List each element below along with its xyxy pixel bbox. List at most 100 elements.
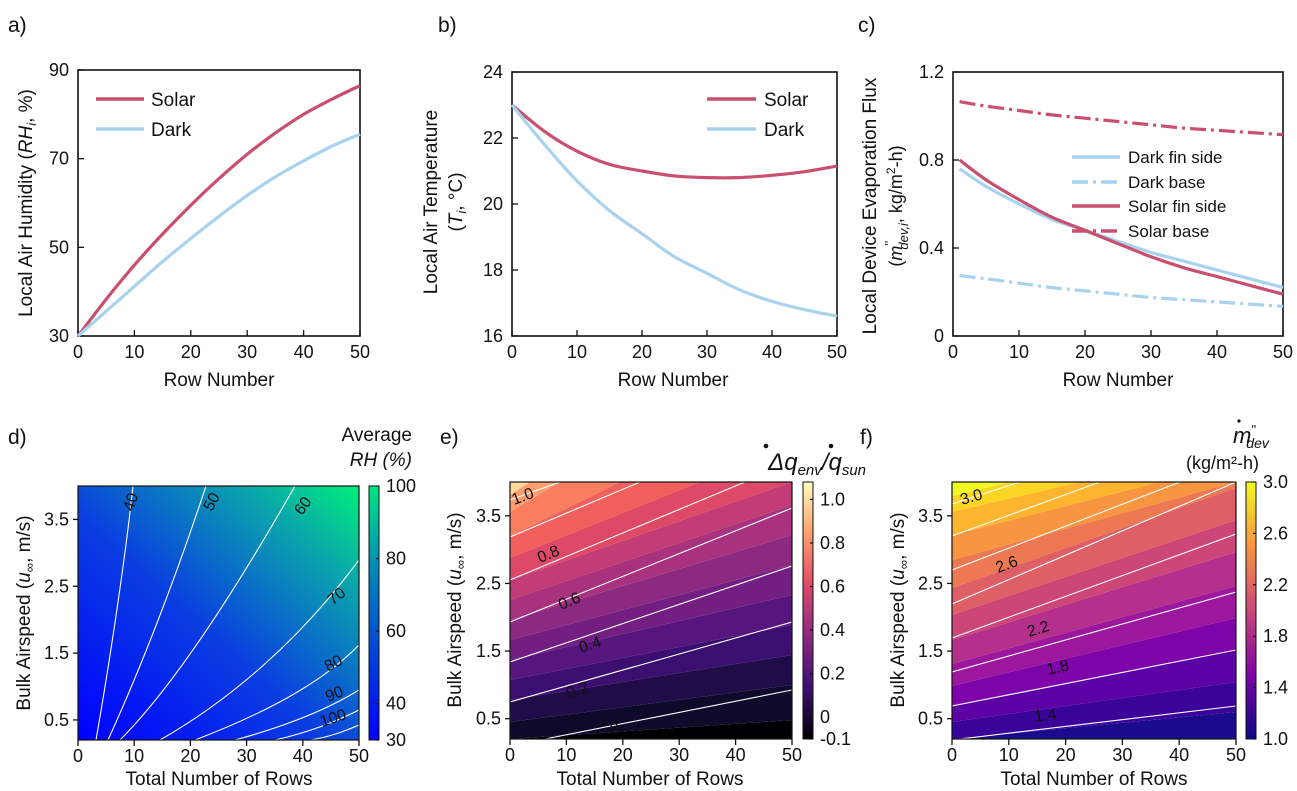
y-tick-label: 90 bbox=[49, 60, 69, 80]
legend-a: Solar Dark bbox=[96, 90, 196, 141]
colorbar-tick-label: 2.6 bbox=[1263, 523, 1288, 543]
x-tick-label: 50 bbox=[1273, 342, 1293, 362]
y-tick-label: 50 bbox=[49, 237, 69, 257]
x-tick-label: 30 bbox=[237, 342, 257, 362]
x-tick-label: 10 bbox=[556, 745, 576, 765]
y-tick-label: 0.5 bbox=[476, 709, 501, 729]
colorbar-tick-label: 100 bbox=[386, 476, 416, 496]
colorbar-tick-label: 2.2 bbox=[1263, 575, 1288, 595]
y-axis-label-a: Local Air Humidity (RHi, %) bbox=[16, 89, 39, 317]
x-tick-label: 40 bbox=[726, 745, 746, 765]
panel-a: a) 0 10 20 30 40 50 30 50 70 90 Row Number Local … bbox=[8, 14, 370, 391]
y-tick-label: 0.8 bbox=[919, 150, 944, 170]
colorbar-tick-label: 0.4 bbox=[820, 620, 845, 640]
x-tick-label: 30 bbox=[697, 342, 717, 362]
legend-b: Solar Dark bbox=[707, 90, 809, 141]
y-tick-label: 0.5 bbox=[918, 709, 943, 729]
colorbar-ticks-e: 1.00.80.60.40.20-0.1 bbox=[810, 489, 851, 749]
overdot-e bbox=[764, 444, 767, 447]
panel-label-a: a) bbox=[8, 14, 27, 37]
x-tick-label: 10 bbox=[1009, 342, 1029, 362]
panel-label-c: c) bbox=[858, 14, 876, 37]
x-tick-label: 50 bbox=[1226, 745, 1246, 765]
x-tick-label: 30 bbox=[669, 745, 689, 765]
x-tick-label: 0 bbox=[73, 342, 83, 362]
panel-label-d: d) bbox=[8, 426, 27, 449]
x-axis-label-c: Row Number bbox=[1063, 370, 1175, 391]
x-tick-label: 40 bbox=[293, 746, 313, 766]
colorbar-tick-label: -0.1 bbox=[820, 729, 851, 749]
panel-c: c) 0 10 20 30 40 50 0 0.4 0.8 1.2 Row Number Loca… bbox=[858, 14, 1293, 391]
colorbar-tick-label: 1.0 bbox=[1263, 729, 1288, 749]
legend-label-dark-a: Dark bbox=[151, 120, 192, 141]
x-tick-label: 50 bbox=[827, 342, 847, 362]
overdots-e bbox=[764, 444, 832, 447]
x-axis-label-d: Total Number of Rows bbox=[126, 769, 313, 790]
colorbar-tick-label: 40 bbox=[386, 694, 406, 714]
colorbar-f bbox=[1246, 482, 1256, 739]
y-tick-label: 20 bbox=[483, 194, 503, 214]
legend-c: Dark fin side Dark base Solar fin side S… bbox=[1072, 148, 1226, 241]
y-axis-label-c-units: (m''dev,i, kg/m2-h) bbox=[882, 145, 911, 266]
y-axis-label-f: Bulk Airspeed (u∞, m/s) bbox=[888, 512, 911, 707]
colorbar-tick-label: 60 bbox=[386, 621, 406, 641]
y-tick-label: 70 bbox=[49, 149, 69, 169]
y-tick-label: 24 bbox=[483, 62, 503, 82]
colorbar-tick-label: 0.2 bbox=[820, 664, 845, 684]
colorbar-e bbox=[803, 482, 813, 739]
plot-frame-b bbox=[512, 72, 837, 336]
series-line bbox=[960, 169, 1283, 288]
x-tick-label: 10 bbox=[124, 746, 144, 766]
contour-label-f: 1.4 bbox=[1033, 706, 1057, 726]
y-tick-label: 0.4 bbox=[919, 238, 944, 258]
y-tick-label: 3.5 bbox=[476, 506, 501, 526]
x-tick-label: 40 bbox=[294, 342, 314, 362]
y-tick-label: 1.5 bbox=[476, 641, 501, 661]
colorbar-title-f: m'' dev bbox=[1233, 422, 1270, 451]
x-tick-label: 20 bbox=[180, 746, 200, 766]
colorbar-tick-label: 3.0 bbox=[1263, 472, 1288, 492]
x-tick-label: 50 bbox=[782, 745, 802, 765]
y-tick-label: 0 bbox=[934, 326, 944, 346]
x-tick-label: 40 bbox=[762, 342, 782, 362]
x-tick-label: 10 bbox=[999, 745, 1019, 765]
x-tick-label: 10 bbox=[124, 342, 144, 362]
x-axis-label-e: Total Number of Rows bbox=[557, 769, 744, 790]
colorbar-title-d: Average bbox=[342, 425, 412, 446]
panel-label-b: b) bbox=[438, 14, 457, 37]
colorbar-ticks-d: 10080604030 bbox=[376, 476, 416, 750]
x-axis-label-b: Row Number bbox=[618, 370, 730, 391]
x-tick-label: 10 bbox=[567, 342, 587, 362]
y-tick-label: 1.5 bbox=[44, 643, 69, 663]
x-tick-label: 20 bbox=[181, 342, 201, 362]
ticks-c: 0 10 20 30 40 5000.40.81.2 bbox=[919, 62, 1293, 362]
series-line bbox=[78, 134, 360, 336]
y-tick-label: 2.5 bbox=[918, 573, 943, 593]
panel-b: b) 0 10 20 30 40 50 16 18 20 22 24 Row Number Loca… bbox=[421, 14, 847, 391]
y-tick-label: 1.5 bbox=[918, 641, 943, 661]
x-tick-label: 50 bbox=[350, 342, 370, 362]
overdot-f bbox=[1237, 419, 1240, 422]
series-line bbox=[960, 102, 1283, 135]
colorbar-tick-label: 0.8 bbox=[820, 533, 845, 553]
heatmap-e bbox=[510, 482, 792, 739]
panel-label-f: f) bbox=[860, 426, 873, 449]
x-tick-label: 50 bbox=[349, 746, 369, 766]
y-tick-label: 2.5 bbox=[476, 573, 501, 593]
y-tick-label: 22 bbox=[483, 128, 503, 148]
plot-frame-a bbox=[78, 70, 360, 336]
y-tick-label: 2.5 bbox=[44, 576, 69, 596]
series-line bbox=[512, 105, 837, 178]
legend-label-dark-fin-c: Dark fin side bbox=[1128, 148, 1222, 167]
x-tick-label: 20 bbox=[1075, 342, 1095, 362]
x-tick-label: 20 bbox=[632, 342, 652, 362]
x-tick-label: 0 bbox=[73, 746, 83, 766]
colorbar-units-f: (kg/m²-h) bbox=[1186, 453, 1259, 473]
colorbar-tick-label: 1.8 bbox=[1263, 626, 1288, 646]
panel-d: d) 40 50 60 70 80 90 100 0 10 20 30 40 500.51… bbox=[8, 425, 416, 790]
x-tick-label: 40 bbox=[1207, 342, 1227, 362]
legend-label-dark-base-c: Dark base bbox=[1128, 173, 1205, 192]
x-tick-label: 30 bbox=[1141, 342, 1161, 362]
colorbar-subtitle-d: RH (%) bbox=[350, 450, 412, 471]
